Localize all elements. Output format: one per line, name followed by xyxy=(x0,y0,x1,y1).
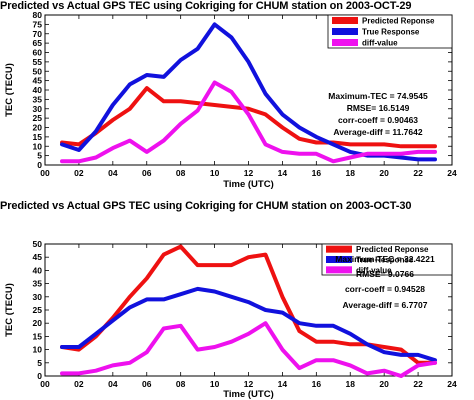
stat-annotation: corr-coeff = 0.94528 xyxy=(345,284,425,294)
chart-title: Predicted vs Actual GPS TEC using Cokrig… xyxy=(0,0,412,12)
y-tick-label: 20 xyxy=(33,318,43,328)
x-tick-label: 12 xyxy=(244,379,254,389)
y-tick-label: 0 xyxy=(37,371,42,381)
series-line-diff-value xyxy=(60,321,437,378)
stat-annotation: Average-diff = 11.7642 xyxy=(333,127,422,137)
x-tick-label: 00 xyxy=(40,379,50,389)
x-tick-label: 12 xyxy=(244,168,254,178)
legend-label: Predicted Reponse xyxy=(356,245,429,254)
legend-label: Predicted Reponse xyxy=(362,17,435,26)
y-tick-label: 15 xyxy=(33,132,43,142)
y-tick-label: 0 xyxy=(37,160,42,170)
x-tick-label: 10 xyxy=(210,168,220,178)
legend-label: diff-value xyxy=(362,39,398,48)
x-axis-title: Time (UTC) xyxy=(223,389,274,400)
x-tick-label: 02 xyxy=(74,168,84,178)
stat-annotation: Average-diff = 6.7707 xyxy=(343,300,428,310)
y-tick-label: 50 xyxy=(33,66,43,76)
x-tick-label: 20 xyxy=(379,379,389,389)
series-line-diff-value xyxy=(60,80,437,164)
y-tick-label: 5 xyxy=(37,151,42,161)
x-tick-label: 16 xyxy=(312,168,322,178)
x-tick-label: 08 xyxy=(176,168,186,178)
y-tick-label: 60 xyxy=(33,48,43,58)
legend-swatch xyxy=(326,256,352,263)
stat-annotation: RMSE= 9.0766 xyxy=(356,269,414,279)
x-tick-label: 10 xyxy=(210,379,220,389)
legend-label: True Response xyxy=(356,256,414,265)
y-tick-label: 70 xyxy=(33,29,43,39)
y-axis-title: TEC (TECU) xyxy=(4,283,15,337)
legend-label: True Response xyxy=(362,28,420,37)
legend-label: diff-value xyxy=(356,266,392,275)
y-tick-label: 15 xyxy=(33,331,43,341)
y-tick-label: 80 xyxy=(33,10,43,20)
plot-area: 0 5 10 15 20 25 30 35 40 45 50 00 02 04 06 08 10 12 14 16 18… xyxy=(4,239,457,400)
stat-annotation: RMSE= 16.5149 xyxy=(347,103,410,113)
x-tick-label: 24 xyxy=(447,168,457,178)
y-axis-title: TEC (TECU) xyxy=(4,63,15,117)
y-tick-label: 55 xyxy=(33,57,43,67)
chart-title: Predicted vs Actual GPS TEC using Cokrig… xyxy=(0,200,412,212)
legend-swatch xyxy=(332,39,358,46)
y-tick-label: 25 xyxy=(33,305,43,315)
x-tick-label: 14 xyxy=(278,379,288,389)
y-tick-label: 40 xyxy=(33,265,43,275)
y-tick-label: 25 xyxy=(33,113,43,123)
y-tick-label: 30 xyxy=(33,104,43,114)
y-tick-label: 45 xyxy=(33,252,43,262)
x-tick-label: 18 xyxy=(346,379,356,389)
y-tick-label: 40 xyxy=(33,85,43,95)
x-tick-label: 22 xyxy=(413,168,423,178)
series-line-predicted-reponse xyxy=(60,86,437,149)
y-tick-label: 30 xyxy=(33,292,43,302)
y-tick-label: 75 xyxy=(33,19,43,29)
x-tick-label: 22 xyxy=(413,379,423,389)
series-line-true-response xyxy=(60,286,437,363)
chart-bottom: Predicted vs Actual GPS TEC using Cokrig… xyxy=(0,200,474,400)
y-tick-label: 65 xyxy=(33,38,43,48)
x-axis-title: Time (UTC) xyxy=(223,179,274,190)
stat-annotation: Maximum-TEC = 32.4221 xyxy=(335,254,435,264)
y-tick-label: 35 xyxy=(33,279,43,289)
y-tick-label: 10 xyxy=(33,141,43,151)
x-tick-label: 02 xyxy=(74,379,84,389)
y-tick-label: 10 xyxy=(33,345,43,355)
y-tick-label: 5 xyxy=(37,358,42,368)
x-tick-label: 06 xyxy=(142,379,152,389)
chart-top: Predicted vs Actual GPS TEC using Cokrig… xyxy=(0,0,457,190)
x-tick-label: 16 xyxy=(312,379,322,389)
stat-annotation: corr-coeff = 0.90463 xyxy=(338,115,418,125)
legend-swatch xyxy=(326,245,352,253)
legend-swatch xyxy=(332,28,358,35)
x-tick-label: 00 xyxy=(40,168,50,178)
legend-swatch xyxy=(326,266,352,274)
y-tick-label: 50 xyxy=(33,239,43,249)
stat-annotation: Maximum-TEC = 74.9545 xyxy=(328,91,428,101)
y-tick-label: 45 xyxy=(33,76,43,86)
x-tick-label: 04 xyxy=(108,379,118,389)
x-tick-label: 20 xyxy=(379,168,389,178)
x-tick-label: 08 xyxy=(176,379,186,389)
x-tick-label: 06 xyxy=(142,168,152,178)
legend-swatch xyxy=(332,17,358,24)
x-tick-label: 18 xyxy=(346,168,356,178)
x-tick-label: 14 xyxy=(278,168,288,178)
y-tick-label: 35 xyxy=(33,94,43,104)
x-tick-label: 04 xyxy=(108,168,118,178)
x-tick-label: 24 xyxy=(447,379,457,389)
y-tick-label: 20 xyxy=(33,123,43,133)
